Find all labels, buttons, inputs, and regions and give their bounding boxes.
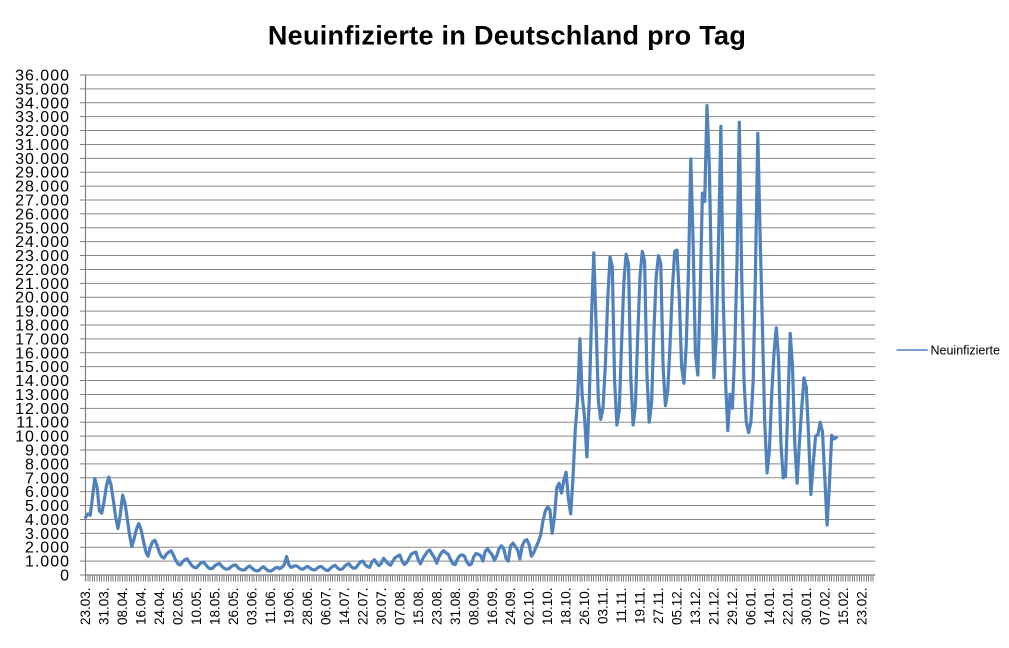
svg-text:28.06.: 28.06. — [300, 588, 315, 626]
svg-text:11.11.: 11.11. — [614, 588, 629, 624]
svg-text:08.09.: 08.09. — [466, 588, 481, 626]
svg-text:22.000: 22.000 — [15, 262, 70, 279]
svg-text:11.000: 11.000 — [16, 415, 70, 432]
svg-text:23.000: 23.000 — [15, 248, 70, 265]
svg-text:24.000: 24.000 — [15, 234, 70, 251]
svg-text:32.000: 32.000 — [15, 123, 70, 140]
svg-text:02.05.: 02.05. — [171, 588, 186, 626]
svg-text:16.09.: 16.09. — [485, 588, 500, 626]
svg-text:27.000: 27.000 — [15, 193, 70, 210]
svg-text:24.04.: 24.04. — [152, 588, 167, 626]
svg-text:22.01.: 22.01. — [780, 588, 795, 626]
svg-text:5.000: 5.000 — [25, 498, 70, 515]
svg-text:26.10.: 26.10. — [577, 588, 592, 626]
svg-text:34.000: 34.000 — [15, 95, 70, 112]
svg-text:19.000: 19.000 — [15, 304, 70, 321]
svg-text:23.02.: 23.02. — [854, 588, 869, 626]
svg-text:15.08.: 15.08. — [411, 588, 426, 626]
svg-text:17.000: 17.000 — [15, 331, 70, 348]
svg-text:23.08.: 23.08. — [429, 588, 444, 626]
svg-text:20.000: 20.000 — [15, 290, 70, 307]
svg-text:8.000: 8.000 — [25, 456, 70, 473]
svg-text:15.000: 15.000 — [15, 359, 70, 376]
svg-text:30.000: 30.000 — [15, 151, 70, 168]
svg-text:03.06.: 03.06. — [245, 588, 260, 626]
svg-text:25.000: 25.000 — [15, 220, 70, 237]
svg-text:30.07.: 30.07. — [374, 588, 389, 626]
svg-text:16.04.: 16.04. — [134, 588, 149, 626]
svg-text:10.05.: 10.05. — [189, 588, 204, 626]
svg-text:12.000: 12.000 — [15, 401, 70, 418]
svg-text:07.02.: 07.02. — [817, 588, 832, 626]
svg-text:14.000: 14.000 — [15, 373, 70, 390]
svg-text:9.000: 9.000 — [25, 443, 70, 460]
svg-text:15.02.: 15.02. — [836, 588, 851, 626]
svg-text:13.000: 13.000 — [15, 387, 70, 404]
svg-text:03.11.: 03.11. — [596, 588, 611, 625]
svg-text:35.000: 35.000 — [15, 81, 70, 98]
svg-text:6.000: 6.000 — [25, 484, 70, 501]
svg-text:21.12.: 21.12. — [707, 588, 722, 626]
svg-text:19.11.: 19.11. — [633, 588, 648, 625]
svg-text:33.000: 33.000 — [15, 109, 70, 126]
svg-text:4.000: 4.000 — [25, 512, 70, 529]
svg-text:0: 0 — [60, 568, 70, 585]
svg-text:06.01.: 06.01. — [744, 588, 759, 626]
svg-text:22.07.: 22.07. — [355, 588, 370, 626]
svg-text:3.000: 3.000 — [25, 526, 70, 543]
svg-text:16.000: 16.000 — [15, 345, 70, 362]
svg-text:18.05.: 18.05. — [208, 588, 223, 626]
svg-text:06.07.: 06.07. — [318, 588, 333, 626]
svg-text:26.000: 26.000 — [15, 206, 70, 223]
svg-text:10.10.: 10.10. — [540, 588, 555, 626]
svg-text:36.000: 36.000 — [15, 68, 70, 85]
svg-text:27.11.: 27.11. — [651, 588, 666, 625]
svg-text:1.000: 1.000 — [25, 554, 70, 571]
svg-text:18.000: 18.000 — [15, 318, 70, 335]
svg-text:24.09.: 24.09. — [503, 588, 518, 626]
svg-text:18.10.: 18.10. — [559, 588, 574, 626]
svg-text:08.04.: 08.04. — [115, 588, 130, 626]
svg-text:28.000: 28.000 — [15, 179, 70, 196]
svg-text:2.000: 2.000 — [25, 540, 70, 557]
svg-text:7.000: 7.000 — [25, 470, 70, 487]
svg-text:21.000: 21.000 — [15, 276, 70, 293]
svg-text:02.10.: 02.10. — [522, 588, 537, 626]
svg-text:29.000: 29.000 — [15, 165, 70, 182]
svg-text:11.06.: 11.06. — [263, 588, 278, 625]
svg-text:31.03.: 31.03. — [97, 588, 112, 626]
svg-text:14.01.: 14.01. — [762, 588, 777, 626]
svg-text:13.12.: 13.12. — [688, 588, 703, 626]
svg-text:Neuinfizierte: Neuinfizierte — [931, 343, 1001, 357]
svg-text:29.12.: 29.12. — [725, 588, 740, 626]
svg-text:30.01.: 30.01. — [799, 588, 814, 626]
svg-text:Neuinfizierte in Deutschland p: Neuinfizierte in Deutschland pro Tag — [268, 21, 746, 51]
svg-text:10.000: 10.000 — [15, 429, 70, 446]
svg-text:07.08.: 07.08. — [392, 588, 407, 626]
svg-text:19.06.: 19.06. — [282, 588, 297, 626]
svg-text:31.000: 31.000 — [15, 137, 70, 154]
svg-text:14.07.: 14.07. — [337, 588, 352, 626]
svg-text:31.08.: 31.08. — [448, 588, 463, 626]
svg-text:26.05.: 26.05. — [226, 588, 241, 626]
svg-text:23.03.: 23.03. — [78, 588, 93, 626]
svg-text:05.12.: 05.12. — [670, 588, 685, 626]
